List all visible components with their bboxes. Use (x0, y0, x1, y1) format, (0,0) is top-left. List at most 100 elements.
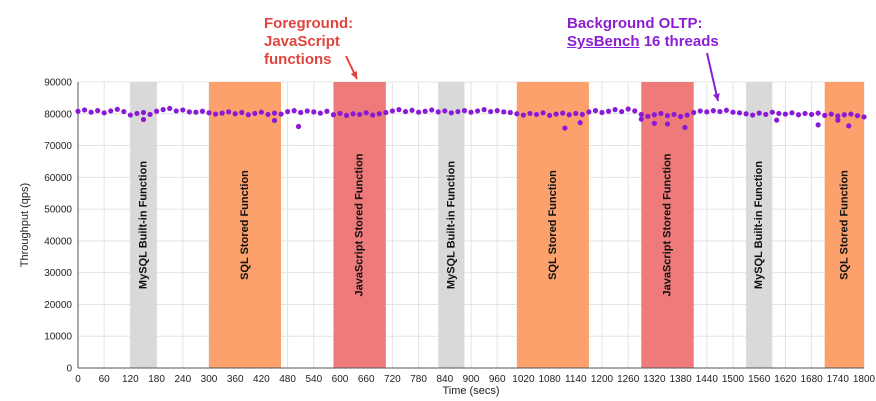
data-point (350, 111, 356, 117)
data-point (416, 109, 422, 115)
data-point (488, 108, 494, 115)
y-tick-label: 0 (66, 364, 72, 375)
data-point (265, 111, 271, 118)
data-point (88, 109, 94, 115)
band-label: SQL Stored Function (239, 170, 251, 280)
x-axis-label: Time (secs) (442, 385, 499, 397)
data-point (586, 109, 592, 115)
data-point (252, 110, 258, 117)
x-tick-label: 1140 (565, 374, 587, 385)
data-point (271, 117, 278, 124)
data-point (383, 109, 389, 116)
data-point (121, 108, 127, 115)
data-point (311, 109, 317, 115)
data-point (304, 108, 310, 114)
data-point (173, 108, 179, 114)
data-point (474, 108, 481, 114)
data-point (481, 107, 487, 113)
x-tick-label: 180 (148, 374, 165, 385)
data-point (343, 112, 350, 118)
x-tick-label: 60 (99, 374, 111, 385)
data-point (789, 110, 795, 116)
band-label: MySQL Built-in Function (753, 161, 765, 289)
data-point (566, 112, 572, 118)
data-point (553, 111, 559, 117)
data-point (835, 117, 841, 123)
data-point (468, 109, 474, 115)
data-point (101, 110, 107, 116)
data-point (75, 108, 81, 114)
y-tick-label: 10000 (44, 332, 72, 343)
background-arrow-head (712, 93, 720, 101)
x-tick-label: 720 (384, 374, 401, 385)
background-annotation-line-2: SysBench 16 threads (567, 33, 719, 51)
x-tick-label: 1080 (538, 374, 561, 385)
data-point (114, 106, 120, 112)
data-point (167, 105, 173, 111)
data-point (579, 111, 585, 118)
data-point (625, 106, 631, 112)
data-point (298, 109, 304, 116)
data-point (219, 110, 225, 116)
sysbench-link-text: SysBench (567, 33, 640, 50)
data-point (736, 110, 743, 116)
data-point (763, 111, 769, 118)
data-point (232, 111, 238, 117)
throughput-points (75, 105, 867, 131)
data-point (226, 109, 232, 115)
data-point (291, 108, 297, 114)
band-label: SQL Stored Function (838, 170, 850, 280)
data-point (494, 108, 500, 114)
background-annotation-line-1: Background OLTP: (567, 15, 703, 32)
x-tick-label: 960 (489, 374, 506, 385)
axes (77, 82, 864, 369)
data-point (605, 108, 612, 114)
y-tick-label: 60000 (44, 173, 72, 184)
band-label: JavaScript Stored Function (354, 153, 366, 296)
data-point (295, 123, 302, 130)
x-tick-label: 540 (305, 374, 322, 385)
x-tick-label: 660 (358, 374, 375, 385)
band-label: MySQL Built-in Function (445, 161, 457, 289)
data-point (527, 110, 533, 117)
x-tick-label: 1260 (617, 374, 640, 385)
y-tick-label: 80000 (44, 109, 72, 120)
data-point (743, 111, 749, 117)
x-tick-label: 1740 (827, 374, 850, 385)
annotation-arrows (345, 52, 720, 102)
data-point (573, 110, 579, 117)
data-point (651, 120, 658, 126)
y-tick-label: 30000 (44, 268, 72, 279)
x-tick-label: 1380 (669, 374, 692, 385)
y-tick-label: 70000 (44, 141, 72, 152)
x-tick-label: 420 (253, 374, 270, 385)
background-annotation-threads: 16 threads (639, 33, 719, 50)
data-point (140, 109, 147, 116)
data-point (710, 108, 716, 114)
x-tick-label: 300 (201, 374, 218, 385)
data-point (127, 112, 133, 118)
band-js-stored (333, 82, 386, 368)
data-point (514, 111, 520, 117)
data-point (822, 112, 828, 118)
data-point (180, 107, 186, 113)
data-point (212, 111, 219, 117)
data-point (357, 111, 363, 118)
band-label: SQL Stored Function (547, 170, 559, 280)
data-point (678, 114, 684, 120)
foreground-annotation: Foreground: JavaScript functions (264, 15, 353, 69)
x-tick-label: 1620 (774, 374, 797, 385)
data-point (682, 124, 688, 131)
data-point (658, 110, 664, 117)
x-tick-label: 780 (410, 374, 427, 385)
x-tick-label: 0 (75, 374, 81, 385)
band-label: MySQL Built-in Function (138, 161, 150, 289)
data-point (651, 112, 658, 118)
data-point (547, 112, 553, 118)
data-point (206, 110, 212, 116)
data-point (835, 113, 841, 119)
data-point (861, 114, 867, 120)
tick-labels: 0 60 120 180 240 300 360 420 480 540 600 660 720 780 8… (44, 78, 875, 386)
data-point (507, 109, 513, 116)
